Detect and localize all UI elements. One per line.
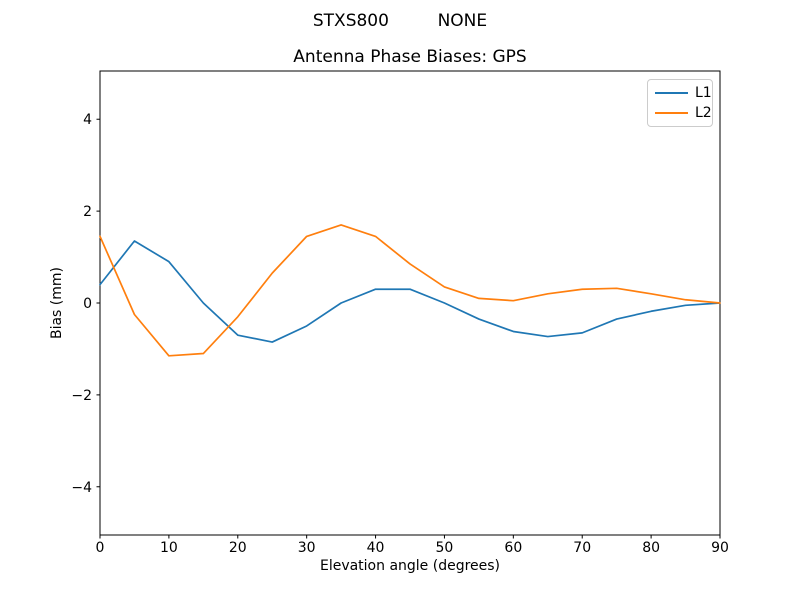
x-tick-label: 30 (298, 540, 316, 556)
x-axis-label: Elevation angle (degrees) (319, 558, 501, 574)
y-tick-label: −2 (71, 388, 92, 404)
legend-label: L2 (695, 105, 712, 121)
legend-line-sample-L1 (655, 92, 688, 94)
x-tick-label: 70 (573, 540, 591, 556)
chart-title: Antenna Phase Biases: GPS (293, 47, 527, 67)
x-tick-label: 20 (229, 540, 247, 556)
axes-frame (99, 70, 721, 536)
x-tick-label: 10 (160, 540, 178, 556)
x-tick-label: 0 (96, 540, 105, 556)
legend-entry-L1: L1 (648, 86, 712, 100)
legend: L1 L2 (647, 79, 713, 127)
series-line-L1 (99, 240, 721, 343)
y-tick-label: 0 (83, 296, 92, 312)
y-tick-label: 4 (83, 112, 92, 128)
legend-line-sample-L2 (655, 112, 688, 114)
y-axis-label: Bias (mm) (49, 266, 65, 340)
x-tick-label: 40 (367, 540, 385, 556)
figure-suptitle: STXS800 NONE (312, 11, 488, 31)
x-tick-label: 80 (642, 540, 660, 556)
legend-entry-L2: L2 (648, 106, 712, 120)
y-tick-label: −4 (71, 480, 92, 496)
x-tick-label: 90 (711, 540, 729, 556)
x-tick-label: 60 (504, 540, 522, 556)
series-line-L2 (99, 224, 721, 357)
y-tick-label: 2 (83, 204, 92, 220)
x-tick-label: 50 (436, 540, 454, 556)
legend-label: L1 (695, 85, 712, 101)
